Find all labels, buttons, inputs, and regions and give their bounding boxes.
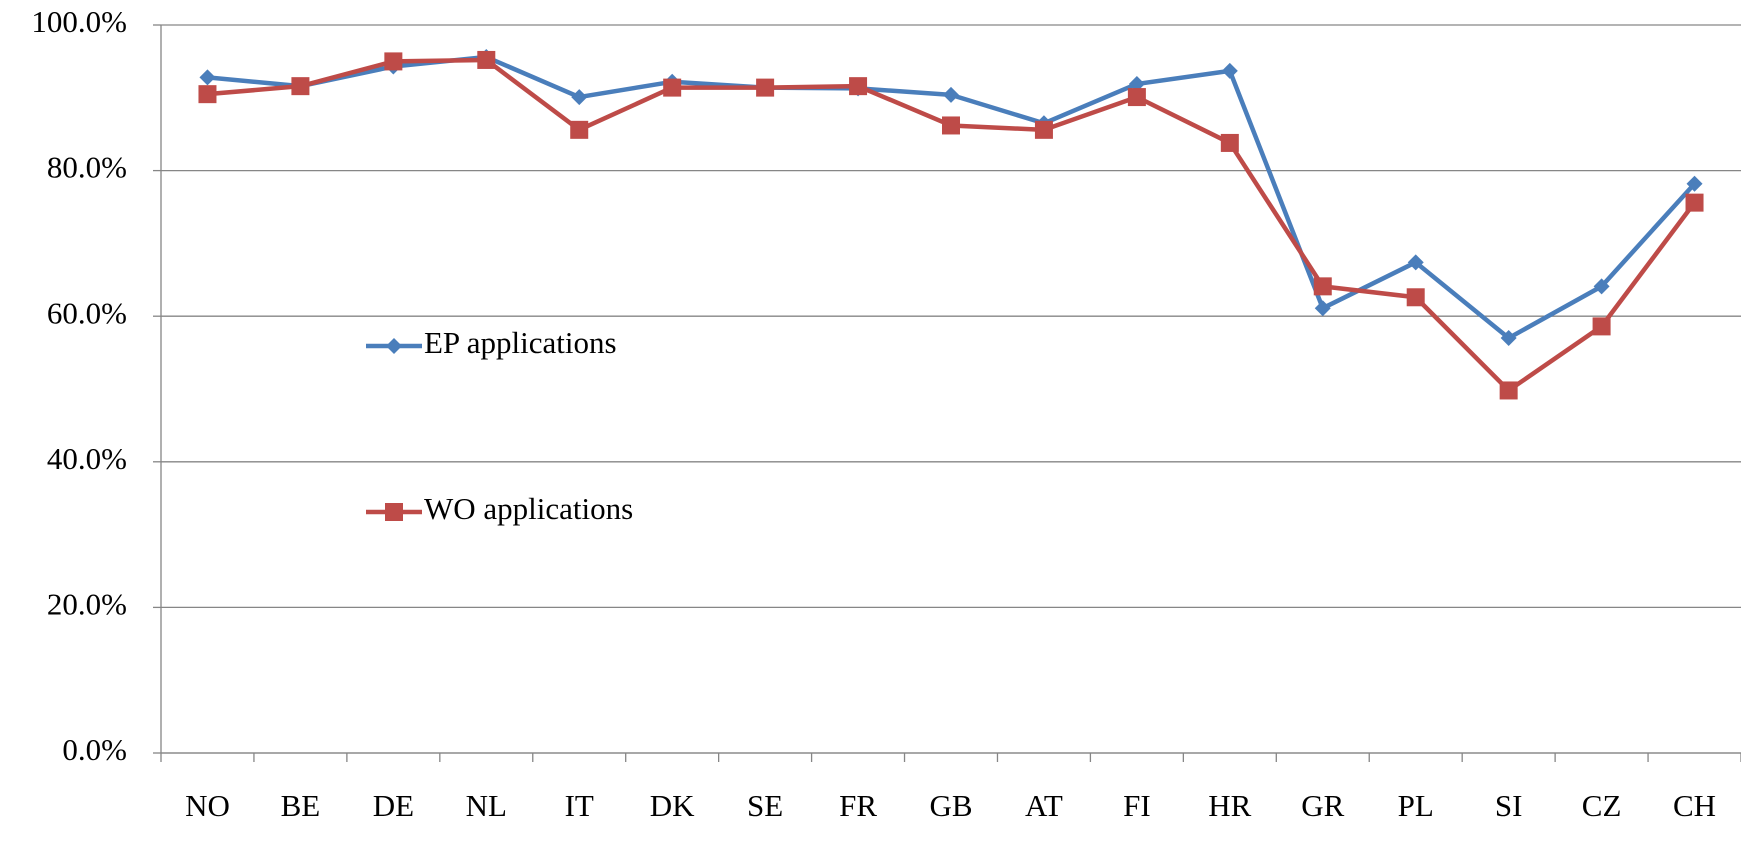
data-point [1128,75,1145,92]
y-tick-label: 100.0% [31,4,127,39]
data-point [1499,381,1518,400]
data-point [1407,254,1424,271]
legend-marker [385,503,403,521]
x-tick-label: AT [1025,788,1063,823]
data-point [1127,88,1146,107]
data-point [1593,278,1610,295]
data-point [199,69,216,86]
x-tick-label: DE [373,788,414,823]
data-point [1592,317,1611,336]
data-point [1034,120,1053,139]
data-point [1314,300,1331,317]
data-point [1500,330,1517,347]
data-point [663,78,682,97]
data-point [849,77,868,96]
y-tick-label: 20.0% [47,587,127,622]
x-tick-label: GB [929,788,972,823]
data-point [384,52,403,71]
x-tick-label: FR [839,788,877,823]
data-point [1220,133,1239,152]
x-tick-label: BE [281,788,321,823]
x-tick-label: IT [565,788,594,823]
x-tick-label: PL [1398,788,1434,823]
y-tick-label: 0.0% [62,732,127,767]
data-point [477,50,496,69]
x-tick-label: CZ [1582,788,1622,823]
x-tick-label: HR [1208,788,1251,823]
data-point [1221,62,1238,79]
data-point [1685,193,1704,212]
data-point [571,89,588,106]
legend-marker [386,338,402,354]
data-point [756,78,775,97]
x-tick-label: NO [185,788,230,823]
x-tick-label: SE [747,788,783,823]
y-tick-label: 40.0% [47,441,127,476]
x-tick-label: FI [1123,788,1151,823]
x-tick-label: CH [1673,788,1716,823]
y-tick-label: 80.0% [47,150,127,185]
x-tick-label: GR [1301,788,1344,823]
x-tick-label: SI [1495,788,1523,823]
data-point [1313,277,1332,296]
legend-label: EP applications [424,325,617,360]
data-point [570,120,589,139]
x-tick-label: DK [650,788,695,823]
data-point [943,86,959,103]
x-tick-label: NL [466,788,507,823]
data-point [942,116,960,135]
legend-label: WO applications [424,491,633,526]
data-point [198,85,217,104]
data-point [1686,175,1703,192]
data-point [291,77,310,96]
data-point [1406,288,1425,307]
y-tick-label: 60.0% [47,295,127,330]
